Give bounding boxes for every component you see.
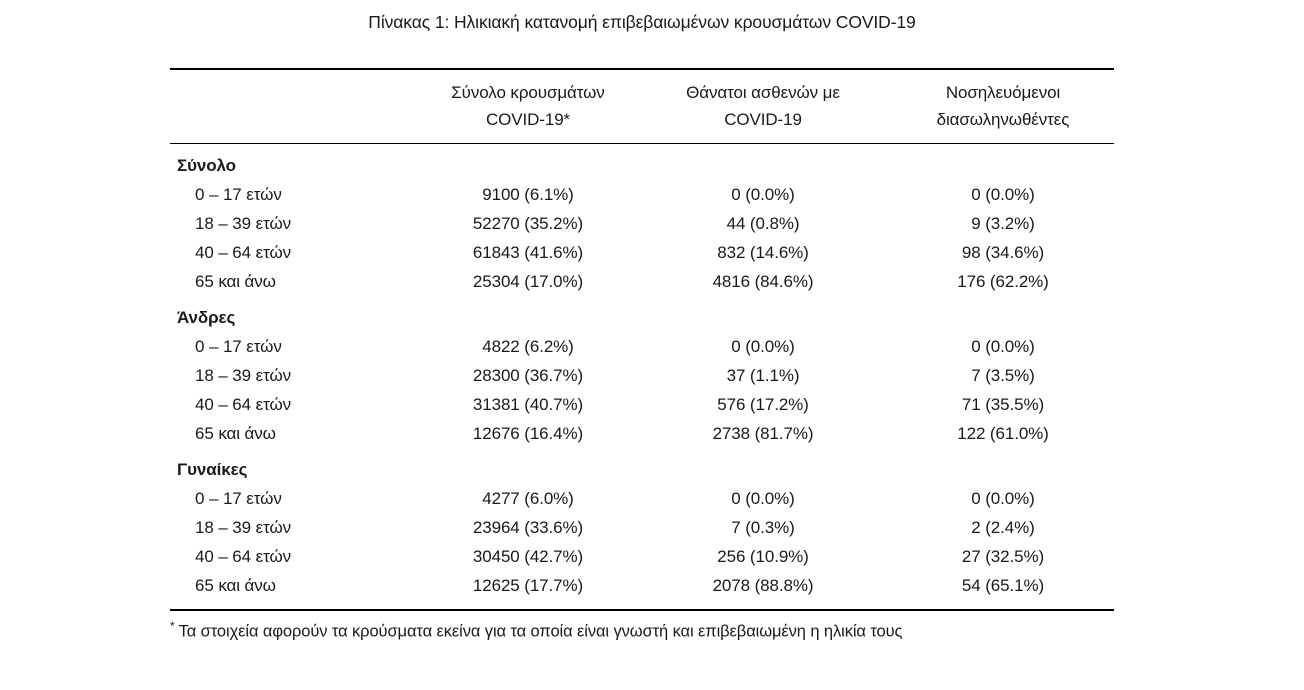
deaths-cell: 0 (0.0%) — [731, 337, 795, 356]
table-row: 65 και άνω 25304 (17.0%) 4816 (84.6%) 17… — [170, 267, 1114, 296]
deaths-cell: 37 (1.1%) — [726, 366, 800, 385]
deaths-cell: 256 (10.9%) — [717, 547, 809, 566]
intubated-cell: 7 (3.5%) — [971, 366, 1035, 385]
section-header-women: Γυναίκες — [177, 460, 248, 479]
deaths-cell: 44 (0.8%) — [726, 214, 800, 233]
intubated-cell: 54 (65.1%) — [961, 576, 1045, 595]
intubated-cell: 176 (62.2%) — [957, 272, 1049, 291]
row-label: 40 – 64 ετών — [195, 395, 292, 414]
deaths-cell: 0 (0.0%) — [731, 489, 795, 508]
cases-cell: 9100 (6.1%) — [482, 185, 574, 204]
column-header-cases: Σύνολο κρουσμάτων COVID-19* — [422, 79, 634, 133]
covid-age-table-document: Πίνακας 1: Ηλικιακή κατανομή επιβεβαιωμέ… — [170, 0, 1114, 643]
footnote-asterisk: * — [170, 619, 175, 633]
intubated-cell: 2 (2.4%) — [971, 518, 1035, 537]
table-row: 18 – 39 ετών 23964 (33.6%) 7 (0.3%) 2 (2… — [170, 513, 1114, 542]
table-row: 0 – 17 ετών 9100 (6.1%) 0 (0.0%) 0 (0.0%… — [170, 180, 1114, 209]
table-footnote: * Τα στοιχεία αφορούν τα κρούσματα εκείνα… — [170, 615, 1114, 643]
table-row: 65 και άνω 12625 (17.7%) 2078 (88.8%) 54… — [170, 571, 1114, 600]
deaths-cell: 7 (0.3%) — [731, 518, 795, 537]
row-label: 40 – 64 ετών — [195, 547, 292, 566]
footnote-text: Τα στοιχεία αφορούν τα κρούσματα εκείνα … — [178, 622, 903, 641]
section-header-total: Σύνολο — [177, 156, 236, 175]
table-row: 0 – 17 ετών 4822 (6.2%) 0 (0.0%) 0 (0.0%… — [170, 332, 1114, 361]
column-header-deaths-line1: Θάνατοι ασθενών με — [686, 83, 840, 102]
cases-cell: 4822 (6.2%) — [482, 337, 574, 356]
column-header-deaths: Θάνατοι ασθενών με COVID-19 — [634, 79, 892, 133]
cases-cell: 23964 (33.6%) — [472, 518, 584, 537]
intubated-cell: 122 (61.0%) — [957, 424, 1049, 443]
section-header-row: Σύνολο — [170, 151, 1114, 180]
row-label: 65 και άνω — [195, 576, 276, 595]
table-row: 18 – 39 ετών 28300 (36.7%) 37 (1.1%) 7 (… — [170, 361, 1114, 390]
row-label: 18 – 39 ετών — [195, 214, 292, 233]
section-header-row: Άνδρες — [170, 303, 1114, 332]
table-row: 65 και άνω 12676 (16.4%) 2738 (81.7%) 12… — [170, 419, 1114, 448]
table-row: 18 – 39 ετών 52270 (35.2%) 44 (0.8%) 9 (… — [170, 209, 1114, 238]
deaths-cell: 2078 (88.8%) — [712, 576, 814, 595]
deaths-cell: 4816 (84.6%) — [712, 272, 814, 291]
table-row: 40 – 64 ετών 61843 (41.6%) 832 (14.6%) 9… — [170, 238, 1114, 267]
intubated-cell: 9 (3.2%) — [971, 214, 1035, 233]
column-header-intubated-line1: Νοσηλευόμενοι — [945, 83, 1061, 102]
row-label: 18 – 39 ετών — [195, 518, 292, 537]
table-header-row: Σύνολο κρουσμάτων COVID-19* Θάνατοι ασθε… — [170, 70, 1114, 144]
cases-cell: 12676 (16.4%) — [472, 424, 584, 443]
cases-cell: 52270 (35.2%) — [472, 214, 584, 233]
column-header-intubated: Νοσηλευόμενοι διασωληνωθέντες — [892, 79, 1114, 133]
deaths-cell: 0 (0.0%) — [731, 185, 795, 204]
row-label: 65 και άνω — [195, 424, 276, 443]
column-header-cases-line1: Σύνολο κρουσμάτων — [451, 83, 605, 102]
section-header-men: Άνδρες — [177, 308, 236, 327]
table-title: Πίνακας 1: Ηλικιακή κατανομή επιβεβαιωμέ… — [368, 12, 916, 32]
row-label: 0 – 17 ετών — [195, 337, 282, 356]
section-total: Σύνολο 0 – 17 ετών 9100 (6.1%) 0 (0.0%) … — [170, 151, 1114, 296]
deaths-cell: 576 (17.2%) — [717, 395, 809, 414]
intubated-cell: 0 (0.0%) — [971, 489, 1035, 508]
column-header-intubated-line2: διασωληνωθέντες — [936, 110, 1070, 129]
table-body: Σύνολο 0 – 17 ετών 9100 (6.1%) 0 (0.0%) … — [170, 151, 1114, 609]
age-distribution-table: Σύνολο κρουσμάτων COVID-19* Θάνατοι ασθε… — [170, 68, 1114, 611]
cases-cell: 61843 (41.6%) — [472, 243, 584, 262]
cases-cell: 28300 (36.7%) — [472, 366, 584, 385]
cases-cell: 12625 (17.7%) — [472, 576, 584, 595]
table-row: 40 – 64 ετών 30450 (42.7%) 256 (10.9%) 2… — [170, 542, 1114, 571]
section-women: Γυναίκες 0 – 17 ετών 4277 (6.0%) 0 (0.0%… — [170, 455, 1114, 600]
cases-cell: 31381 (40.7%) — [472, 395, 584, 414]
deaths-cell: 832 (14.6%) — [717, 243, 809, 262]
row-label: 0 – 17 ετών — [195, 185, 282, 204]
intubated-cell: 0 (0.0%) — [971, 337, 1035, 356]
table-row: 40 – 64 ετών 31381 (40.7%) 576 (17.2%) 7… — [170, 390, 1114, 419]
row-label: 40 – 64 ετών — [195, 243, 292, 262]
row-label: 65 και άνω — [195, 272, 276, 291]
table-row: 0 – 17 ετών 4277 (6.0%) 0 (0.0%) 0 (0.0%… — [170, 484, 1114, 513]
deaths-cell: 2738 (81.7%) — [712, 424, 814, 443]
column-header-cases-line2: COVID-19* — [485, 110, 571, 129]
section-men: Άνδρες 0 – 17 ετών 4822 (6.2%) 0 (0.0%) … — [170, 303, 1114, 448]
intubated-cell: 0 (0.0%) — [971, 185, 1035, 204]
intubated-cell: 98 (34.6%) — [961, 243, 1045, 262]
section-header-row: Γυναίκες — [170, 455, 1114, 484]
row-label: 18 – 39 ετών — [195, 366, 292, 385]
intubated-cell: 71 (35.5%) — [961, 395, 1045, 414]
intubated-cell: 27 (32.5%) — [961, 547, 1045, 566]
cases-cell: 30450 (42.7%) — [472, 547, 584, 566]
cases-cell: 25304 (17.0%) — [472, 272, 584, 291]
column-header-deaths-line2: COVID-19 — [724, 110, 802, 129]
cases-cell: 4277 (6.0%) — [482, 489, 574, 508]
row-label: 0 – 17 ετών — [195, 489, 282, 508]
